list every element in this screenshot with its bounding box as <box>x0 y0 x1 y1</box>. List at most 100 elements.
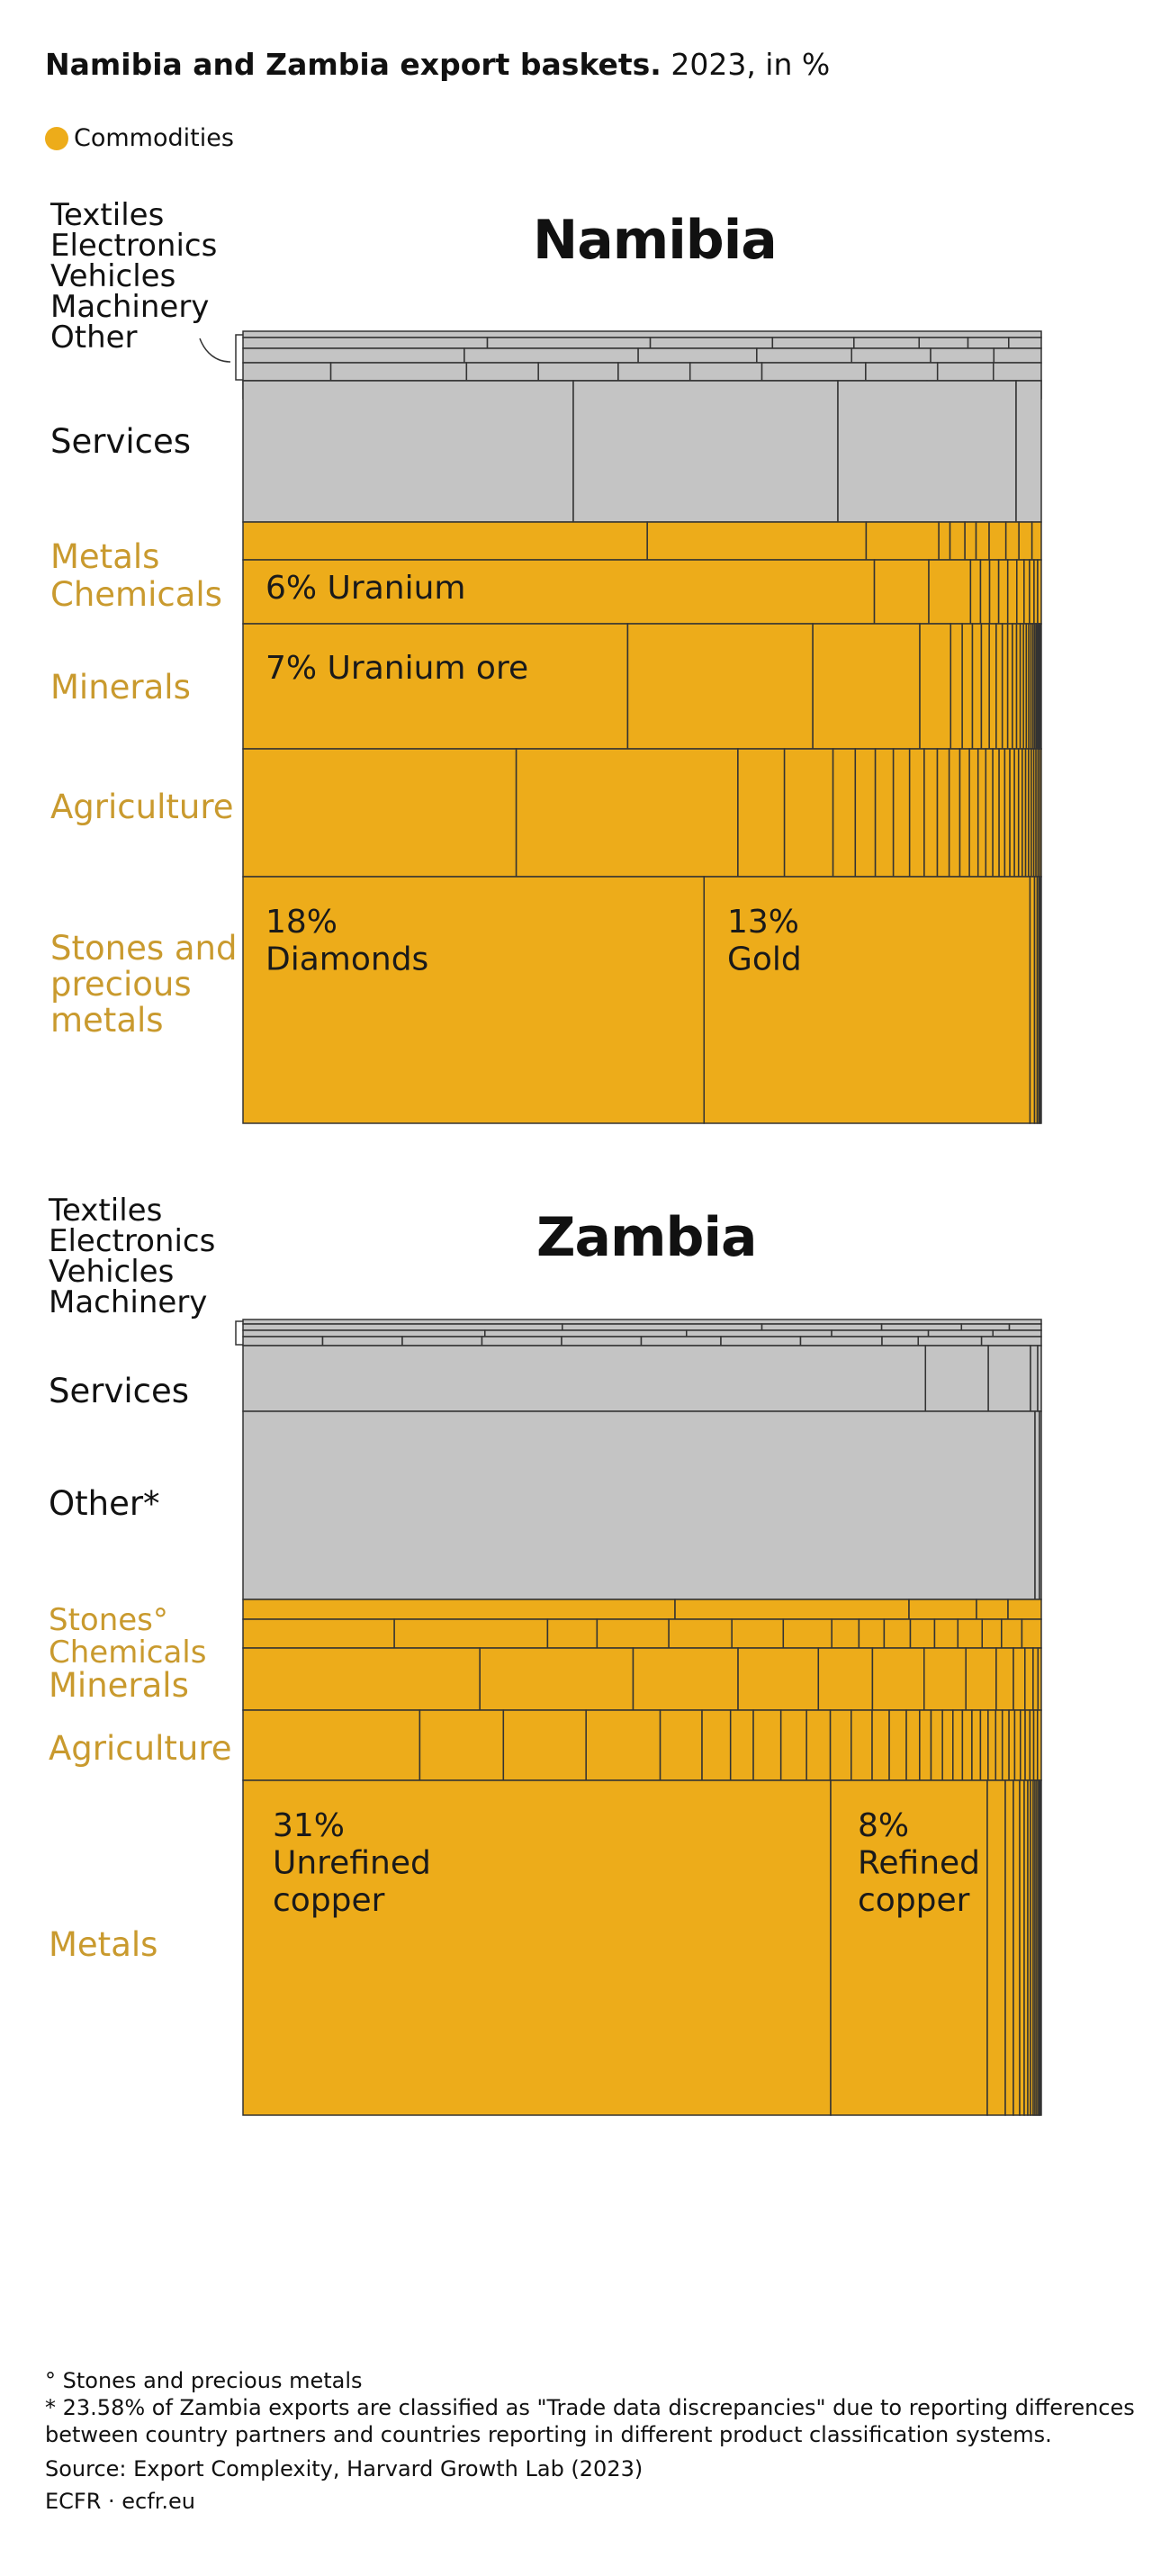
nam-chemicals-1 <box>873 559 930 625</box>
nam-machinery-9 <box>993 362 1042 382</box>
nam-machinery-8 <box>936 362 994 382</box>
nam-machinery-0 <box>242 362 332 382</box>
nam-agriculture-10 <box>936 748 950 878</box>
nam-leader <box>199 338 231 363</box>
nam-agriculture-14 <box>976 748 987 878</box>
nam-minerals-6 <box>971 623 983 750</box>
namibia-title: Namibia <box>533 209 778 272</box>
nam-vehicles-3 <box>756 347 852 364</box>
zam-vehicles-1 <box>484 1329 688 1338</box>
nam-electronics-7 <box>1008 337 1042 349</box>
source-line: Source: Export Complexity, Harvard Growt… <box>45 2456 644 2481</box>
nam-minerals-5 <box>961 623 974 750</box>
zam-machinery-7 <box>799 1336 883 1347</box>
zam-other-0 <box>242 1410 1036 1600</box>
zam-agriculture-25 <box>1008 1709 1016 1781</box>
nam-agriculture-3 <box>783 748 834 878</box>
zam-vehicles-0 <box>242 1329 486 1338</box>
zam-agriculture-31 <box>1037 1709 1042 1781</box>
namibia-treemap: 6% Uranium 7% Uranium ore 18% Diamonds 13% Go… <box>199 330 1042 1124</box>
zam-machinery-1 <box>321 1336 403 1347</box>
namibia-label-metals-chemicals: Metals Chemicals <box>50 537 222 614</box>
zam-electronics-2 <box>760 1323 883 1331</box>
nam-metals-9 <box>1018 521 1033 561</box>
nam-stones-1 <box>703 876 1031 1124</box>
nam-agriculture-19 <box>1009 748 1015 878</box>
zam-metals-4 <box>1012 1779 1021 2116</box>
zam-electronics-5 <box>1008 1323 1042 1331</box>
zam-chemicals-4 <box>668 1618 733 1649</box>
zam-stones-2 <box>908 1599 977 1620</box>
zam-agriculture-4 <box>659 1709 703 1781</box>
nam-annot-diamonds: 18% Diamonds <box>266 904 428 977</box>
nam-metals-0 <box>242 521 648 561</box>
nam-chemicals-6 <box>997 559 1009 625</box>
zam-agriculture-12 <box>871 1709 890 1781</box>
nam-metals-1 <box>646 521 868 561</box>
nam-textiles-0 <box>242 330 1042 338</box>
nam-vehicles-4 <box>850 347 932 364</box>
zambia-treemap: 31% Unrefined copper 8% Refined copper <box>235 1319 1042 2116</box>
zam-services-0 <box>242 1345 927 1412</box>
nam-electronics-3 <box>771 337 855 349</box>
nam-metals-3 <box>938 521 951 561</box>
zam-agriculture-9 <box>806 1709 832 1781</box>
nam-vehicles-1 <box>464 347 639 364</box>
footnotes: ° Stones and precious metals * 23.58% of… <box>45 2367 1143 2515</box>
nam-minerals-11 <box>1006 623 1013 750</box>
zam-agriculture-0 <box>242 1709 421 1781</box>
zam-minerals-11 <box>1032 1647 1040 1711</box>
zam-machinery-9 <box>917 1336 983 1347</box>
nam-machinery-4 <box>617 362 691 382</box>
nam-minerals-4 <box>950 623 963 750</box>
title-bold: Namibia and Zambia export baskets. <box>45 47 662 82</box>
zam-chemicals-1 <box>393 1618 549 1649</box>
nam-agriculture-1 <box>515 748 739 878</box>
zam-machinery-10 <box>980 1336 1042 1347</box>
nam-agriculture-13 <box>968 748 979 878</box>
zam-minerals-9 <box>1012 1647 1026 1711</box>
nam-electronics-1 <box>486 337 652 349</box>
nam-electronics-4 <box>853 337 920 349</box>
zam-minerals-1 <box>479 1647 634 1711</box>
zam-minerals-10 <box>1024 1647 1034 1711</box>
zam-vehicles-2 <box>686 1329 832 1338</box>
nam-machinery-7 <box>865 362 939 382</box>
zam-agriculture-2 <box>502 1709 587 1781</box>
nam-vehicles-5 <box>930 347 995 364</box>
nam-minerals-9 <box>995 623 1004 750</box>
credit-line: ECFR · ecfr.eu <box>45 2489 195 2514</box>
nam-minerals-25 <box>1040 623 1042 750</box>
zam-electronics-1 <box>562 1323 763 1331</box>
zam-agriculture-11 <box>850 1709 873 1781</box>
nam-metals-10 <box>1030 521 1042 561</box>
nam-agriculture-17 <box>998 748 1006 878</box>
zambia-label-services: Services <box>49 1372 190 1410</box>
nam-metals-5 <box>964 521 977 561</box>
nam-electronics-0 <box>242 337 489 349</box>
nam-electronics-6 <box>967 337 1010 349</box>
zam-minerals-5 <box>871 1647 925 1711</box>
zam-agriculture-15 <box>919 1709 932 1781</box>
zam-machinery-0 <box>242 1336 324 1347</box>
zambia-label-minerals: Minerals <box>49 1666 189 1705</box>
zam-services-2 <box>987 1345 1031 1412</box>
nam-machinery-2 <box>465 362 539 382</box>
zam-minerals-2 <box>632 1647 739 1711</box>
footnote-other: * 23.58% of Zambia exports are classifie… <box>45 2395 1135 2447</box>
zam-services-1 <box>924 1345 989 1412</box>
nam-agriculture-8 <box>908 748 925 878</box>
nam-annot-gold: 13% Gold <box>727 904 802 977</box>
zam-agriculture-18 <box>952 1709 964 1781</box>
zam-metals-3 <box>1004 1779 1014 2116</box>
nam-vehicles-0 <box>242 347 465 364</box>
zam-agriculture-10 <box>829 1709 852 1781</box>
zam-agriculture-3 <box>585 1709 662 1781</box>
nam-vehicles-6 <box>993 347 1042 364</box>
zam-machinery-3 <box>481 1336 562 1347</box>
zambia-label-other-groups: Textiles Electronics Vehicles Machinery <box>49 1193 216 1320</box>
namibia-label-agriculture: Agriculture <box>50 788 234 826</box>
zam-minerals-6 <box>923 1647 967 1711</box>
zam-agriculture-21 <box>979 1709 989 1781</box>
nam-services-0 <box>242 380 574 523</box>
